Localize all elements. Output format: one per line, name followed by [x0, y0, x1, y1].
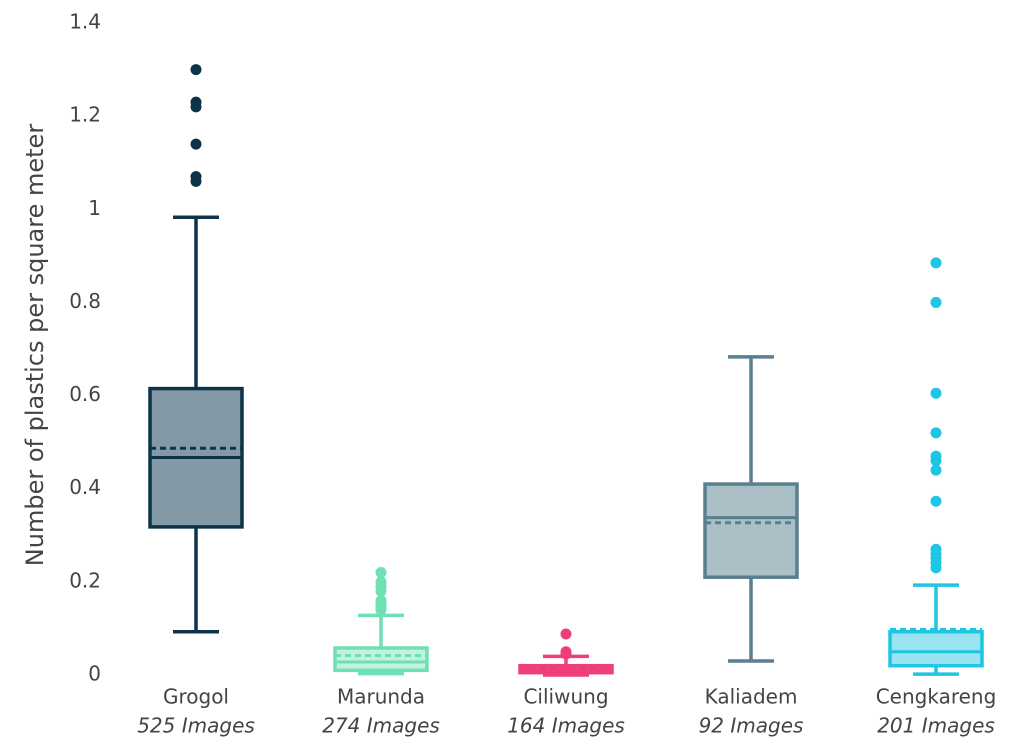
category-label: Marunda: [337, 685, 425, 709]
category-label: Ciliwung: [523, 685, 608, 709]
y-tick-label: 1.2: [69, 103, 101, 127]
iqr-box: [703, 482, 799, 579]
outlier-point: [930, 427, 942, 439]
outlier-point: [190, 138, 202, 150]
outlier-point: [560, 628, 572, 640]
y-tick-label: 0: [88, 662, 101, 686]
outlier-point: [930, 543, 942, 555]
outlier-point: [560, 646, 572, 658]
outlier-point: [930, 495, 942, 507]
outlier-point: [930, 450, 942, 462]
y-axis-label: Number of plastics per square meter: [21, 124, 49, 567]
outlier-point: [190, 96, 202, 108]
outlier-point: [930, 296, 942, 308]
iqr-box: [333, 646, 429, 673]
outlier-point: [930, 464, 942, 476]
category-image-count: 92 Images: [699, 714, 804, 738]
outlier-point: [375, 576, 387, 588]
y-tick-label: 1.4: [69, 10, 101, 34]
category-image-count: 201 Images: [877, 714, 995, 738]
category-label: Kaliadem: [705, 685, 798, 709]
y-tick-label: 0.8: [69, 289, 101, 313]
iqr-box: [888, 629, 984, 668]
category-label: Grogol: [163, 685, 229, 709]
box-grogol: [148, 64, 244, 634]
outlier-point: [375, 594, 387, 606]
category-image-count: 525 Images: [137, 714, 255, 738]
category-label: Cengkareng: [876, 685, 997, 709]
y-tick-label: 0.6: [69, 382, 101, 406]
y-tick-label: 0.2: [69, 568, 101, 592]
y-tick-label: 1: [88, 196, 101, 220]
box-marunda: [333, 567, 429, 676]
box-cengkareng: [888, 257, 984, 676]
outlier-point: [930, 257, 942, 269]
category-image-count: 274 Images: [322, 714, 440, 738]
outlier-point: [930, 387, 942, 399]
category-image-count: 164 Images: [507, 714, 625, 738]
outlier-point: [190, 64, 202, 76]
y-axis-ticks: 0 0.2 0.4 0.6 0.8 1 1.2 1.4: [69, 10, 101, 686]
y-tick-label: 0.4: [69, 475, 101, 499]
outlier-point: [190, 171, 202, 183]
outlier-point: [375, 567, 387, 579]
x-axis-labels: Grogol 525 Images Marunda 274 Images Ciliwun…: [137, 685, 996, 738]
box-kaliadem: [703, 355, 799, 663]
box-series: [148, 64, 984, 677]
box-ciliwung: [518, 628, 614, 677]
